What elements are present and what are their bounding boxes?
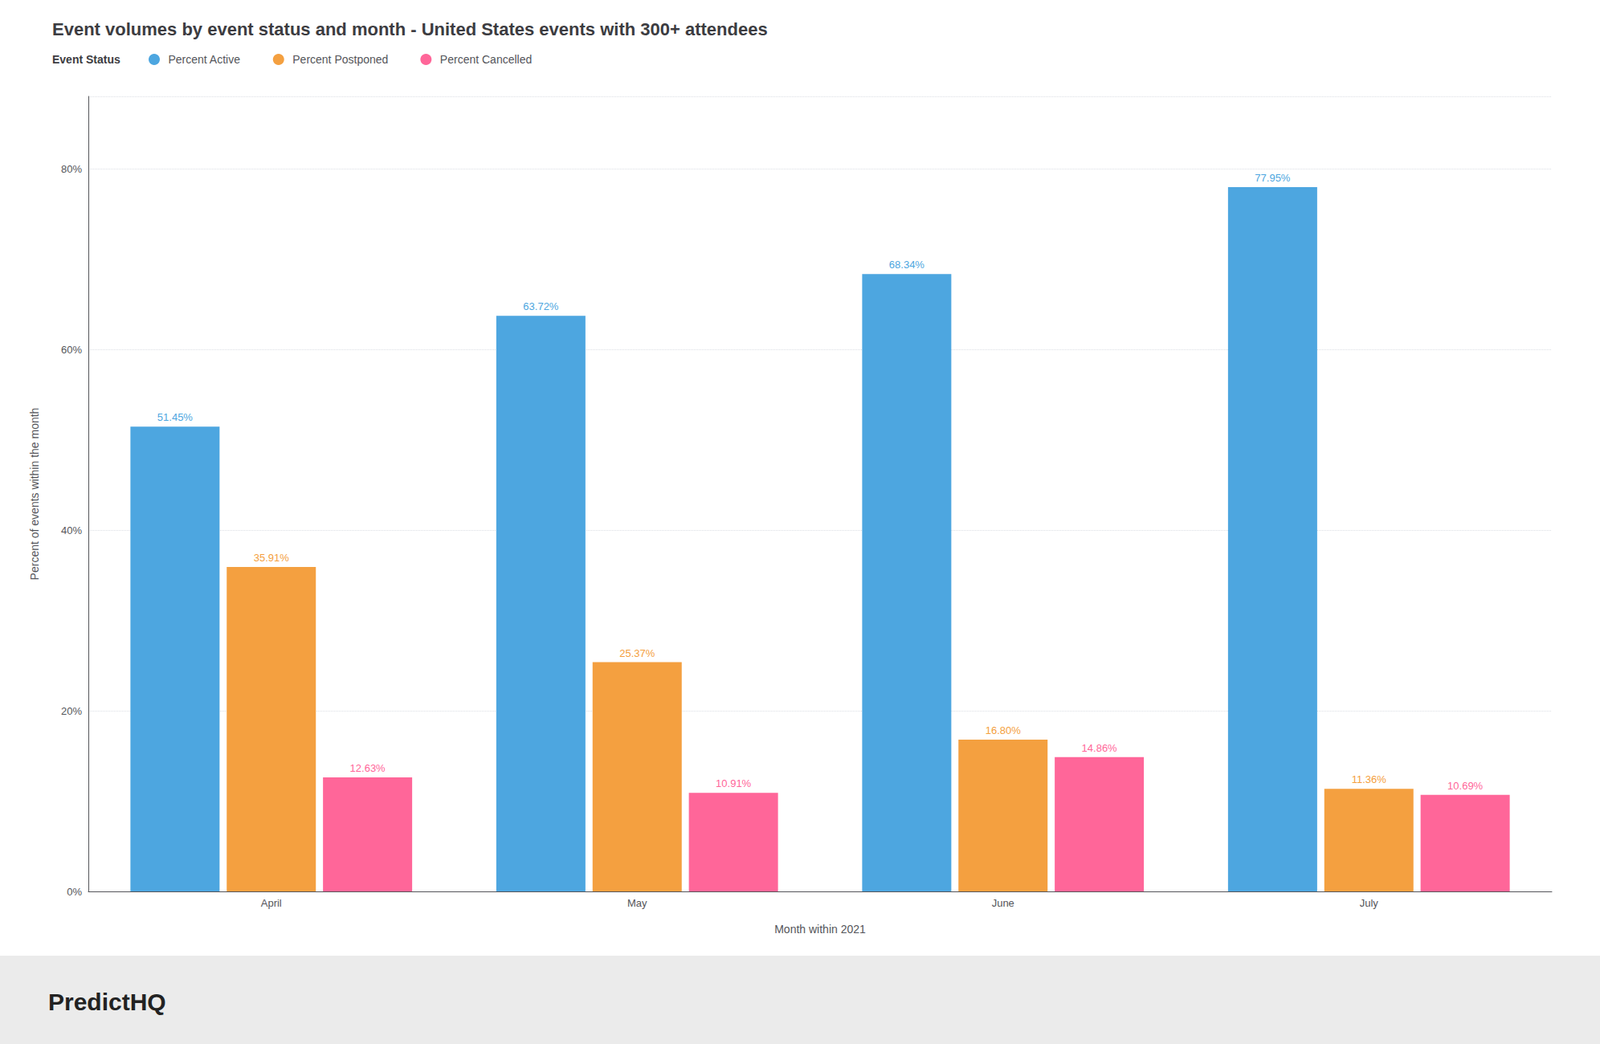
svg-text:10.69%: 10.69% bbox=[1447, 779, 1484, 792]
svg-text:16.80%: 16.80% bbox=[985, 724, 1022, 737]
svg-text:12.63%: 12.63% bbox=[350, 762, 387, 775]
svg-text:10.91%: 10.91% bbox=[715, 777, 752, 790]
svg-text:14.86%: 14.86% bbox=[1081, 742, 1119, 755]
svg-text:Percent Postponed: Percent Postponed bbox=[292, 53, 388, 66]
svg-text:68.34%: 68.34% bbox=[889, 258, 926, 271]
svg-text:June: June bbox=[991, 897, 1015, 910]
svg-text:May: May bbox=[627, 897, 648, 910]
svg-text:PredictHQ: PredictHQ bbox=[48, 988, 167, 1016]
svg-text:80%: 80% bbox=[61, 163, 82, 176]
svg-text:51.45%: 51.45% bbox=[157, 411, 194, 424]
svg-text:Percent Active: Percent Active bbox=[168, 53, 241, 66]
svg-text:Event volumes by event status: Event volumes by event status and month … bbox=[52, 19, 768, 40]
svg-text:63.72%: 63.72% bbox=[522, 300, 560, 313]
svg-text:Percent Cancelled: Percent Cancelled bbox=[440, 53, 532, 66]
svg-text:20%: 20% bbox=[61, 705, 82, 718]
svg-text:Percent of events within the m: Percent of events within the month bbox=[28, 408, 41, 581]
svg-text:April: April bbox=[261, 897, 282, 910]
svg-text:35.91%: 35.91% bbox=[253, 551, 290, 564]
svg-text:0%: 0% bbox=[66, 885, 82, 898]
svg-text:40%: 40% bbox=[61, 524, 82, 537]
svg-text:77.95%: 77.95% bbox=[1254, 171, 1291, 184]
svg-text:25.37%: 25.37% bbox=[619, 647, 656, 660]
svg-text:11.36%: 11.36% bbox=[1351, 773, 1388, 786]
svg-text:Month within 2021: Month within 2021 bbox=[774, 922, 866, 936]
svg-text:Event Status: Event Status bbox=[52, 53, 121, 66]
svg-text:60%: 60% bbox=[61, 343, 82, 356]
svg-text:July: July bbox=[1359, 897, 1380, 910]
